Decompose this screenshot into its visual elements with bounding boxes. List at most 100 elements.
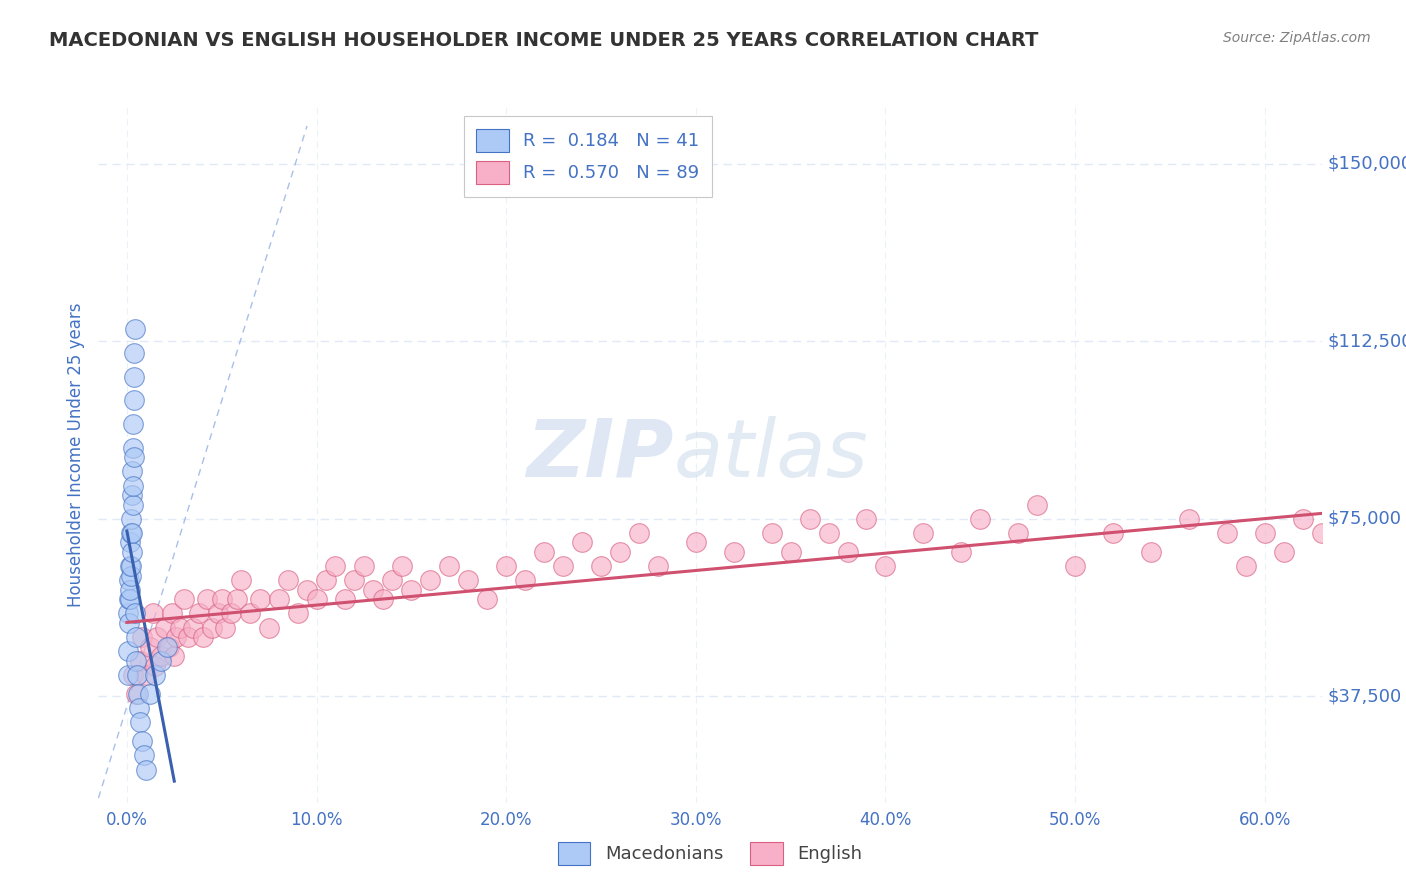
Point	[1386, 512, 1406, 526]
Point	[685, 535, 707, 549]
Point	[124, 322, 146, 336]
Point	[118, 592, 141, 607]
Point	[207, 607, 229, 621]
Point	[163, 649, 186, 664]
Point	[381, 574, 404, 588]
Point	[353, 559, 375, 574]
Point	[912, 526, 935, 541]
Point	[120, 582, 142, 597]
Point	[181, 621, 204, 635]
Point	[295, 582, 318, 597]
Point	[195, 592, 218, 607]
Point	[855, 512, 877, 526]
Point	[118, 615, 141, 630]
Text: $75,000: $75,000	[1327, 510, 1402, 528]
Point	[305, 592, 328, 607]
Text: ZIP: ZIP	[526, 416, 673, 494]
Point	[817, 526, 839, 541]
Point	[1140, 545, 1163, 559]
Point	[138, 687, 160, 701]
Point	[165, 630, 187, 644]
Point	[156, 640, 179, 654]
Point	[201, 621, 224, 635]
Point	[122, 450, 145, 465]
Point	[1178, 512, 1201, 526]
Point	[138, 640, 160, 654]
Point	[122, 369, 145, 384]
Point	[1254, 526, 1277, 541]
Point	[118, 574, 141, 588]
Point	[173, 592, 195, 607]
Point	[225, 592, 247, 607]
Point	[129, 715, 152, 730]
Point	[513, 574, 536, 588]
Point	[391, 559, 413, 574]
Point	[124, 607, 146, 621]
Point	[132, 748, 155, 763]
Point	[117, 607, 139, 621]
Point	[371, 592, 394, 607]
Point	[363, 582, 385, 597]
Point	[439, 559, 461, 574]
Point	[211, 592, 233, 607]
Point	[1007, 526, 1029, 541]
Point	[121, 488, 143, 502]
Point	[1292, 512, 1315, 526]
Point	[315, 574, 337, 588]
Point	[277, 574, 299, 588]
Point	[401, 582, 423, 597]
Point	[1216, 526, 1239, 541]
Point	[1310, 526, 1333, 541]
Point	[131, 630, 153, 644]
Point	[477, 592, 499, 607]
Point	[219, 607, 242, 621]
Point	[162, 607, 184, 621]
Point	[135, 668, 157, 682]
Point	[131, 734, 153, 748]
Point	[495, 559, 517, 574]
Point	[143, 668, 166, 682]
Text: atlas: atlas	[673, 416, 868, 494]
Point	[229, 574, 252, 588]
Point	[150, 649, 173, 664]
Point	[120, 526, 142, 541]
Point	[1329, 545, 1351, 559]
Point	[169, 621, 191, 635]
Point	[187, 607, 209, 621]
Point	[120, 568, 142, 582]
Point	[150, 654, 173, 668]
Text: $150,000: $150,000	[1327, 155, 1406, 173]
Point	[121, 498, 143, 512]
Point	[1026, 498, 1049, 512]
Point	[135, 763, 157, 777]
Point	[1064, 559, 1087, 574]
Point	[128, 701, 150, 715]
Point	[837, 545, 859, 559]
Point	[125, 687, 148, 701]
Point	[129, 654, 152, 668]
Point	[146, 630, 169, 644]
Point	[419, 574, 441, 588]
Point	[142, 607, 165, 621]
Point	[191, 630, 214, 644]
Point	[122, 417, 145, 432]
Point	[120, 559, 142, 574]
Text: Source: ZipAtlas.com: Source: ZipAtlas.com	[1223, 31, 1371, 45]
Point	[533, 545, 555, 559]
Point	[333, 592, 356, 607]
Point	[799, 512, 821, 526]
Point	[1348, 512, 1371, 526]
Point	[325, 559, 347, 574]
Point	[647, 559, 669, 574]
Point	[969, 512, 991, 526]
Point	[779, 545, 801, 559]
Point	[761, 526, 783, 541]
Point	[457, 574, 479, 588]
Point	[249, 592, 271, 607]
Point	[125, 630, 148, 644]
Point	[121, 465, 143, 479]
Point	[1272, 545, 1295, 559]
Point	[120, 535, 142, 549]
Point	[124, 346, 146, 360]
Point	[214, 621, 236, 635]
